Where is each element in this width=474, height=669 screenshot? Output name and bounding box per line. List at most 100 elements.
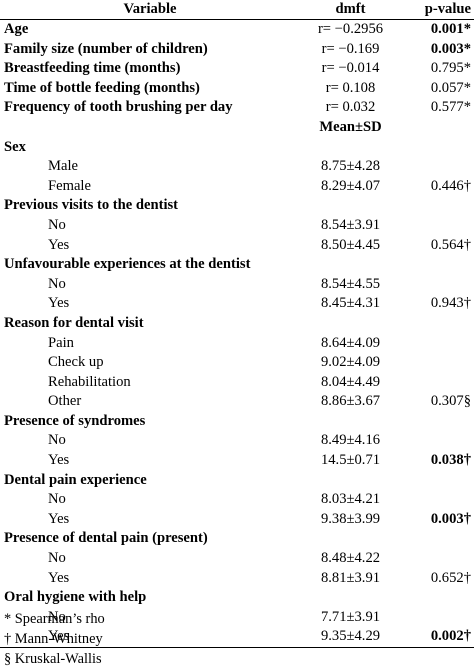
row-category-label: Rehabilitation xyxy=(48,373,131,390)
row-variable-label xyxy=(0,118,300,138)
row-dmft-value xyxy=(300,255,401,275)
row-p-value: 0.564† xyxy=(430,236,471,253)
row-dmft-value: 8.48±4.22 xyxy=(320,550,381,567)
row-variable-label: Breastfeeding time (months) xyxy=(4,60,181,77)
table-row: Oral hygiene with help xyxy=(0,588,474,608)
row-dmft-value: 8.75±4.28 xyxy=(320,158,381,175)
row-category-label: Yes xyxy=(48,236,70,253)
results-table: Variable dmft p-value Age r= −0.2956 0.001… xyxy=(0,0,474,648)
row-dmft-value: 8.64±4.09 xyxy=(320,334,381,351)
table-row: Yes 8.81±3.91 0.652† xyxy=(0,569,474,589)
table-row: Other 8.86±3.67 0.307§ xyxy=(0,392,474,412)
footnote-spearman: * Spearman’s rho xyxy=(4,611,105,627)
row-p-value xyxy=(401,314,474,334)
table-footnotes: * Spearman’s rho † Mann-Whitney § Kruska… xyxy=(4,609,105,669)
row-p-value xyxy=(401,157,474,177)
row-p-value xyxy=(401,255,474,275)
table-row: Sex xyxy=(0,138,474,158)
row-p-value: 0.446† xyxy=(430,177,471,194)
row-p-value xyxy=(401,373,474,393)
row-p-value: 0.577* xyxy=(430,99,471,116)
table-row: Rehabilitation 8.04±4.49 xyxy=(0,373,474,393)
row-dmft-value: 8.03±4.21 xyxy=(320,491,381,508)
row-dmft-value: 8.54±4.55 xyxy=(320,275,381,292)
row-p-value xyxy=(401,196,474,216)
table-row: Previous visits to the dentist xyxy=(0,196,474,216)
row-p-value: 0.001* xyxy=(430,21,471,37)
row-p-value xyxy=(401,608,474,628)
row-p-value xyxy=(401,431,474,451)
table-row: Female 8.29±4.07 0.446† xyxy=(0,177,474,197)
row-dmft-value: 8.54±3.91 xyxy=(320,216,381,233)
table-header: Variable dmft p-value xyxy=(0,0,474,20)
row-dmft-value xyxy=(300,138,401,158)
table-row: Reason for dental visit xyxy=(0,314,474,334)
row-variable-label: Age xyxy=(4,21,29,37)
row-p-value: 0.003* xyxy=(430,40,471,57)
table-row: No 8.54±3.91 xyxy=(0,216,474,236)
table-row: Mean±SD xyxy=(0,118,474,138)
table-row: Unfavourable experiences at the dentist xyxy=(0,255,474,275)
footnote-mann-whitney: † Mann-Whitney xyxy=(4,631,103,647)
row-variable-label: Unfavourable experiences at the dentist xyxy=(4,256,251,273)
table-row: No 8.03±4.21 xyxy=(0,490,474,510)
row-dmft-value: Mean±SD xyxy=(319,118,382,135)
row-dmft-value xyxy=(300,588,401,608)
row-dmft-value: 8.45±4.31 xyxy=(320,295,381,312)
table-body: Age r= −0.2956 0.001* Family size (number o… xyxy=(0,20,474,648)
row-dmft-value: r= −0.169 xyxy=(321,40,380,57)
row-p-value xyxy=(401,353,474,373)
table-row: Presence of dental pain (present) xyxy=(0,529,474,549)
row-p-value: 0.652† xyxy=(430,569,471,586)
row-dmft-value: 8.81±3.91 xyxy=(320,569,381,586)
table-row: Yes 8.45±4.31 0.943† xyxy=(0,294,474,314)
row-variable-label: Family size (number of children) xyxy=(4,40,208,57)
row-dmft-value: 8.49±4.16 xyxy=(320,432,381,449)
row-dmft-value: 8.04±4.49 xyxy=(320,373,381,390)
row-variable-label: Frequency of tooth brushing per day xyxy=(4,99,233,116)
row-dmft-value: 7.71±3.91 xyxy=(320,608,381,625)
row-category-label: Yes xyxy=(48,295,70,312)
row-dmft-value: r= 0.032 xyxy=(325,99,376,116)
table-row: Age r= −0.2956 0.001* xyxy=(0,20,474,40)
table-row: Check up 9.02±4.09 xyxy=(0,353,474,373)
row-dmft-value: 9.02±4.09 xyxy=(320,354,381,371)
row-dmft-value: 8.50±4.45 xyxy=(320,236,381,253)
row-dmft-value: 9.35±4.29 xyxy=(320,628,381,645)
row-p-value: 0.943† xyxy=(430,295,471,312)
row-p-value: 0.003† xyxy=(430,510,471,527)
table-row: No 8.54±4.55 xyxy=(0,275,474,295)
row-dmft-value xyxy=(300,529,401,549)
row-variable-label: Dental pain experience xyxy=(4,471,147,488)
row-category-label: Yes xyxy=(48,569,70,586)
row-p-value xyxy=(401,138,474,158)
row-category-label: No xyxy=(48,216,66,233)
row-category-label: No xyxy=(48,550,66,567)
row-category-label: Check up xyxy=(48,354,104,371)
row-variable-label: Presence of dental pain (present) xyxy=(4,530,208,547)
row-category-label: No xyxy=(48,608,66,625)
row-category-label: Male xyxy=(48,158,78,175)
row-p-value: 0.307§ xyxy=(430,393,471,410)
row-category-label: No xyxy=(48,432,66,449)
table-row: Breastfeeding time (months) r= −0.014 0.79… xyxy=(0,59,474,79)
row-dmft-value xyxy=(300,196,401,216)
header-row: Variable dmft p-value xyxy=(0,0,474,20)
row-dmft-value xyxy=(300,314,401,334)
row-p-value xyxy=(401,412,474,432)
header-dmft: dmft xyxy=(335,1,366,17)
table-row: Time of bottle feeding (months) r= 0.108 0… xyxy=(0,79,474,99)
row-category-label: Other xyxy=(48,393,82,410)
row-variable-label: Presence of syndromes xyxy=(4,412,146,429)
header-p-value: p-value xyxy=(424,1,471,17)
row-p-value xyxy=(401,216,474,236)
row-dmft-value: 8.86±3.67 xyxy=(320,393,381,410)
row-dmft-value: 9.38±3.99 xyxy=(320,510,381,527)
row-p-value: 0.057* xyxy=(430,79,471,96)
row-p-value xyxy=(401,529,474,549)
table-row: No 7.71±3.91 xyxy=(0,608,474,628)
row-dmft-value: 14.5±0.71 xyxy=(320,452,381,469)
table-row: Yes 14.5±0.71 0.038† xyxy=(0,451,474,471)
row-dmft-value xyxy=(300,471,401,491)
